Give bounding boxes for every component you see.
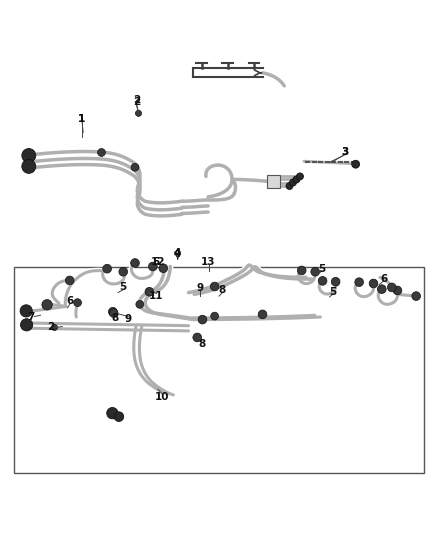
Circle shape: [210, 282, 219, 291]
Circle shape: [135, 110, 141, 116]
Circle shape: [103, 264, 112, 273]
Circle shape: [290, 179, 297, 186]
Circle shape: [388, 283, 396, 292]
Circle shape: [378, 285, 386, 294]
Text: 3: 3: [342, 147, 349, 157]
Circle shape: [297, 173, 304, 180]
Text: 8: 8: [198, 339, 205, 349]
Circle shape: [21, 319, 33, 331]
Text: 12: 12: [151, 257, 165, 267]
Text: 6: 6: [380, 273, 387, 284]
Text: 4: 4: [174, 249, 181, 260]
Text: 5: 5: [152, 257, 159, 267]
Circle shape: [211, 312, 219, 320]
Text: 5: 5: [329, 287, 337, 297]
Circle shape: [131, 163, 139, 171]
Circle shape: [114, 412, 124, 422]
Circle shape: [51, 325, 57, 330]
Text: 1: 1: [78, 114, 85, 124]
Circle shape: [145, 287, 154, 296]
Circle shape: [148, 262, 157, 271]
Circle shape: [198, 315, 207, 324]
Circle shape: [297, 266, 306, 275]
Circle shape: [355, 278, 364, 287]
Text: 6: 6: [67, 296, 74, 306]
Circle shape: [98, 149, 106, 156]
Circle shape: [286, 182, 293, 189]
Circle shape: [369, 279, 378, 288]
Text: 9: 9: [196, 283, 203, 293]
Text: 2: 2: [133, 97, 140, 107]
Circle shape: [20, 305, 32, 317]
Text: 13: 13: [201, 257, 216, 267]
Circle shape: [110, 309, 118, 318]
Circle shape: [22, 159, 36, 173]
Bar: [267, 175, 280, 188]
Circle shape: [412, 292, 420, 301]
Text: 7: 7: [27, 312, 35, 321]
Circle shape: [109, 308, 117, 316]
Circle shape: [193, 333, 201, 342]
Circle shape: [107, 408, 118, 419]
Bar: [14, 266, 424, 473]
Text: 4: 4: [174, 248, 181, 259]
Text: 11: 11: [149, 291, 163, 301]
Circle shape: [119, 268, 127, 276]
Circle shape: [352, 160, 360, 168]
Text: 5: 5: [120, 282, 127, 293]
Text: 5: 5: [318, 264, 325, 273]
Text: 8: 8: [112, 313, 119, 323]
Circle shape: [311, 268, 320, 276]
Text: 3: 3: [342, 148, 349, 157]
Text: 8: 8: [219, 286, 226, 295]
Circle shape: [74, 298, 81, 306]
Circle shape: [65, 276, 74, 285]
Circle shape: [131, 259, 139, 268]
Circle shape: [293, 176, 300, 183]
Circle shape: [22, 149, 36, 163]
Circle shape: [258, 310, 267, 319]
Text: 2: 2: [47, 322, 55, 333]
Text: 1: 1: [78, 115, 85, 124]
Circle shape: [331, 277, 340, 286]
Text: 9: 9: [125, 314, 132, 324]
Circle shape: [42, 300, 52, 310]
Text: 10: 10: [155, 392, 170, 402]
Circle shape: [136, 301, 144, 308]
Circle shape: [318, 277, 327, 285]
Circle shape: [393, 286, 402, 295]
Text: 2: 2: [133, 95, 140, 105]
Circle shape: [159, 264, 168, 272]
